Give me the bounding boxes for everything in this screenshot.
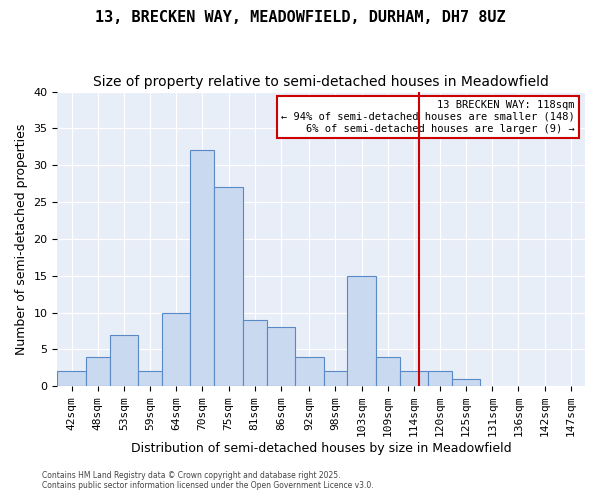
Bar — [110, 334, 138, 386]
Bar — [86, 357, 110, 386]
Bar — [323, 372, 347, 386]
Bar — [428, 372, 452, 386]
X-axis label: Distribution of semi-detached houses by size in Meadowfield: Distribution of semi-detached houses by … — [131, 442, 512, 455]
Bar — [376, 357, 400, 386]
Bar — [190, 150, 214, 386]
Title: Size of property relative to semi-detached houses in Meadowfield: Size of property relative to semi-detach… — [93, 75, 549, 89]
Bar — [214, 188, 243, 386]
Bar — [400, 372, 428, 386]
Bar — [58, 372, 86, 386]
Bar — [138, 372, 162, 386]
Bar — [295, 357, 323, 386]
Bar — [347, 276, 376, 386]
Text: Contains HM Land Registry data © Crown copyright and database right 2025.
Contai: Contains HM Land Registry data © Crown c… — [42, 470, 374, 490]
Bar — [452, 379, 481, 386]
Text: 13 BRECKEN WAY: 118sqm
← 94% of semi-detached houses are smaller (148)
6% of sem: 13 BRECKEN WAY: 118sqm ← 94% of semi-det… — [281, 100, 574, 134]
Bar — [243, 320, 266, 386]
Y-axis label: Number of semi-detached properties: Number of semi-detached properties — [15, 123, 28, 354]
Bar — [266, 328, 295, 386]
Bar — [162, 312, 190, 386]
Text: 13, BRECKEN WAY, MEADOWFIELD, DURHAM, DH7 8UZ: 13, BRECKEN WAY, MEADOWFIELD, DURHAM, DH… — [95, 10, 505, 25]
